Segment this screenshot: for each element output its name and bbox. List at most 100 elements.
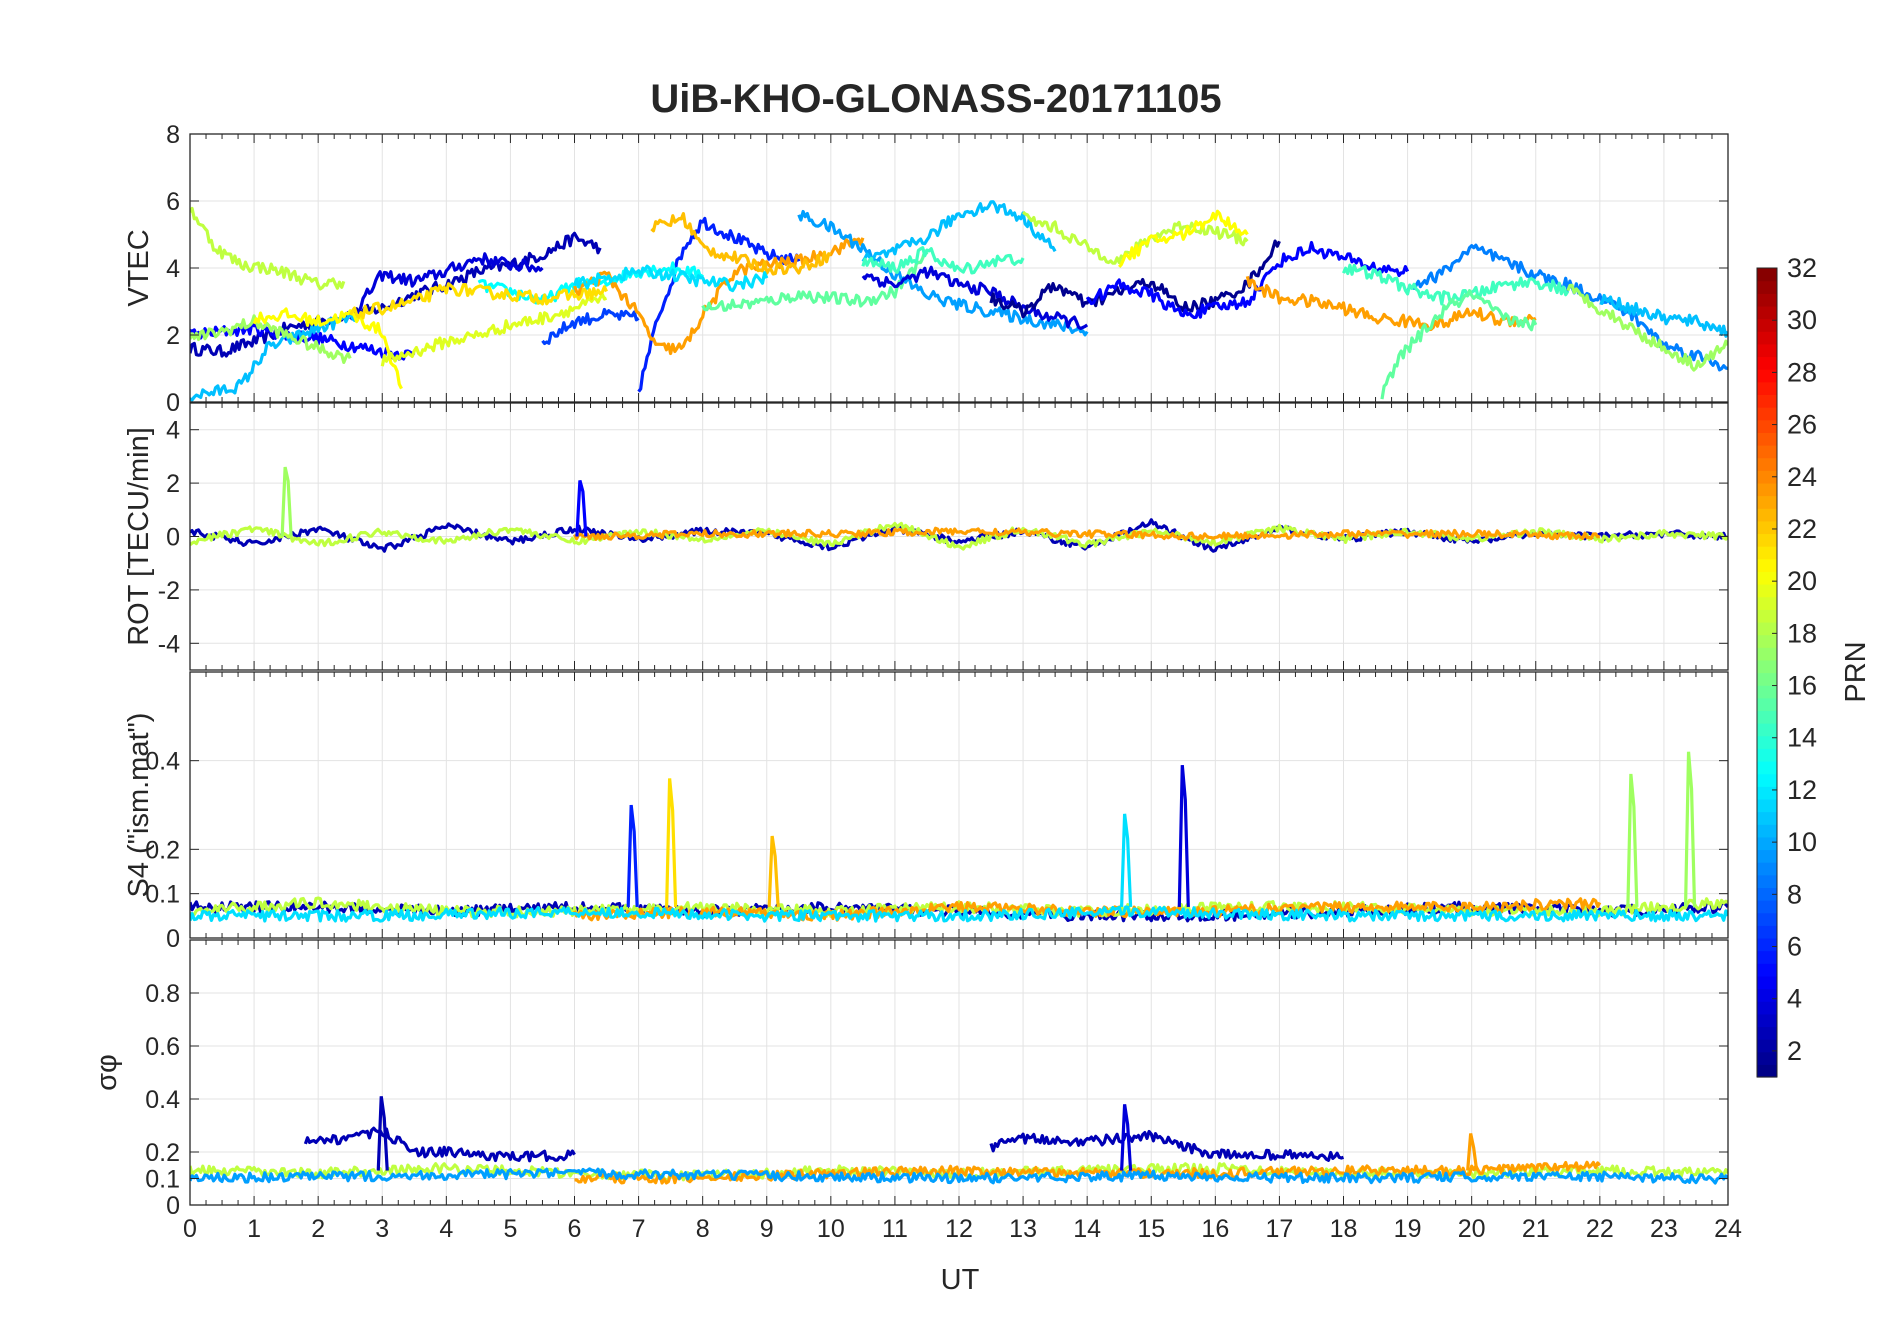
- series-prn-23: [572, 237, 865, 356]
- series-prn-13: [190, 905, 1728, 923]
- x-tick-label: 2: [311, 1215, 325, 1243]
- x-tick-label: 17: [1266, 1215, 1294, 1243]
- colorbar-tick-label: 14: [1787, 723, 1817, 753]
- x-tick-label: 24: [1714, 1215, 1742, 1243]
- y-tick-label: 0.2: [145, 836, 180, 864]
- y-tick-label: 0: [166, 389, 180, 417]
- y-tick-label: 0.2: [145, 1139, 180, 1167]
- colorbar-swatch: [1757, 634, 1777, 648]
- colorbar-tick-label: 8: [1787, 879, 1802, 909]
- x-tick-label: 13: [1009, 1215, 1037, 1243]
- panel-2: -4 -2 0 2 4 ROT [TECU/min]: [123, 402, 1729, 671]
- colorbar-tick-label: 26: [1787, 410, 1817, 440]
- colorbar-tick-label: 18: [1787, 618, 1817, 648]
- y-axis-label: σφ: [91, 1054, 123, 1091]
- colorbar-swatch: [1757, 508, 1777, 522]
- y-tick-label: 4: [166, 255, 180, 283]
- colorbar-tick-label: 24: [1787, 462, 1817, 492]
- y-tick-label: 0: [166, 524, 180, 552]
- data-layer: [190, 200, 1728, 402]
- data-layer: [190, 466, 1728, 553]
- spike-prn-3: [1177, 764, 1190, 908]
- series-prn-23: [573, 526, 1601, 541]
- spike-prn-17: [280, 466, 293, 537]
- colorbar-swatch: [1757, 672, 1777, 686]
- colorbar-swatch: [1757, 925, 1777, 939]
- colorbar-swatch: [1757, 318, 1777, 332]
- colorbar-swatch: [1757, 584, 1777, 598]
- series-prn-23: [573, 897, 1602, 922]
- colorbar-swatch: [1757, 293, 1777, 307]
- colorbar-tick-label: 28: [1787, 357, 1817, 387]
- panel-1: 0 2 4 6 8 VTEC: [123, 121, 1729, 417]
- colorbar-swatch: [1757, 394, 1777, 408]
- series-prn-16: [701, 249, 929, 312]
- x-tick-label: 8: [696, 1215, 710, 1243]
- colorbar-swatch: [1757, 975, 1777, 990]
- x-tick-label: 16: [1201, 1215, 1229, 1243]
- colorbar-swatch: [1757, 723, 1777, 737]
- x-tick-label: 12: [945, 1215, 973, 1243]
- series-prn-5: [637, 216, 801, 393]
- colorbar-swatch: [1757, 280, 1777, 294]
- colorbar-swatch: [1757, 343, 1777, 358]
- colorbar-swatch: [1757, 533, 1777, 547]
- colorbar-swatch: [1757, 1001, 1777, 1015]
- spike-prn-17: [1626, 773, 1639, 908]
- x-tick-label: 19: [1394, 1215, 1422, 1243]
- y-axis-label: VTEC: [123, 229, 155, 306]
- data-layer: [190, 1096, 1728, 1185]
- x-tick-label: 18: [1330, 1215, 1358, 1243]
- x-tick-label: 14: [1073, 1215, 1101, 1243]
- spike-prn-2: [376, 1096, 389, 1171]
- spike-prn-21: [665, 778, 678, 908]
- colorbar-tick-label: 12: [1787, 775, 1817, 805]
- series-prn-1: [989, 239, 1281, 319]
- chart-title: UiB-KHO-GLONASS-20171105: [650, 77, 1221, 121]
- x-tick-label: 3: [375, 1215, 389, 1243]
- y-axis-label: S4 ("ism.mat"): [123, 713, 155, 898]
- colorbar-swatch: [1757, 950, 1777, 964]
- colorbar-swatch: [1757, 710, 1777, 724]
- y-tick-label: 0.1: [145, 881, 180, 909]
- colorbar-tick-label: 16: [1787, 671, 1817, 701]
- series-prn-21: [348, 282, 608, 320]
- series-prn-15: [861, 246, 1025, 275]
- y-tick-label: -2: [158, 577, 180, 605]
- colorbar-swatch: [1757, 432, 1777, 446]
- y-tick-label: -4: [158, 630, 180, 658]
- series-prn-6: [541, 307, 640, 346]
- colorbar-tick-label: 30: [1787, 305, 1817, 335]
- spike-prn-17: [1683, 751, 1697, 908]
- series-prn-2: [989, 1129, 1345, 1162]
- colorbar-swatch: [1757, 268, 1777, 282]
- series-prn-4: [1085, 240, 1410, 320]
- x-tick-label: 15: [1137, 1215, 1165, 1243]
- series-prn-23: [1245, 275, 1537, 332]
- x-tick-label: 4: [439, 1215, 453, 1243]
- series-prn-2: [303, 1126, 576, 1163]
- x-tick-label: 5: [503, 1215, 517, 1243]
- colorbar-swatch: [1757, 305, 1777, 320]
- data-layer: [190, 751, 1728, 923]
- x-tick-label: 21: [1522, 1215, 1550, 1243]
- x-tick-label: 10: [817, 1215, 845, 1243]
- x-tick-label: 23: [1650, 1215, 1678, 1243]
- series-prn-12: [1599, 293, 1728, 338]
- y-tick-label: 2: [166, 470, 180, 498]
- colorbar-swatch: [1757, 786, 1777, 800]
- colorbar-swatch: [1757, 1026, 1777, 1040]
- x-tick-label: 0: [183, 1215, 197, 1243]
- series-prn-20: [1118, 209, 1249, 268]
- y-tick-label: 0.8: [145, 980, 180, 1008]
- colorbar-swatch: [1757, 735, 1777, 749]
- x-tick-label: 7: [632, 1215, 646, 1243]
- colorbar-swatch: [1757, 836, 1777, 851]
- y-tick-label: 0: [166, 925, 180, 953]
- series-prn-17: [1566, 283, 1728, 372]
- colorbar-swatch: [1757, 862, 1777, 876]
- series-prn-19: [380, 292, 608, 367]
- colorbar-swatch: [1757, 963, 1777, 977]
